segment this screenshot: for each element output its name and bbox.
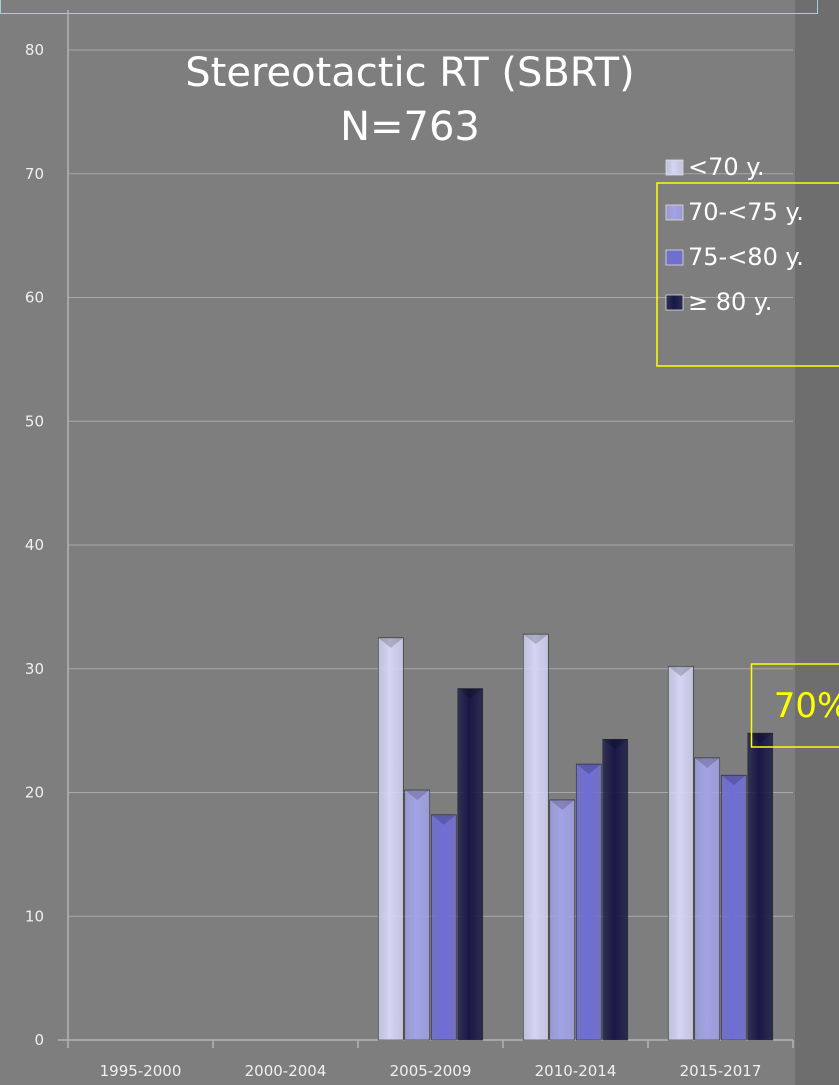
bar-bevel <box>549 799 575 810</box>
bar <box>575 763 602 1041</box>
bar <box>404 789 431 1041</box>
bar-bevel <box>431 814 457 825</box>
y-tick-label: 70 <box>25 165 44 183</box>
x-tick-label: 2000-2004 <box>245 1062 327 1080</box>
bar-bevel <box>721 775 747 786</box>
bar <box>602 738 629 1041</box>
axes: 0 10 20 30 40 50 60 70 80 1995-2000 2000-2004 2005-… <box>25 10 794 1080</box>
y-tick-label: 40 <box>25 536 44 554</box>
chart-title: Stereotactic RT (SBRT) N=763 <box>90 46 730 154</box>
x-tick-label: 1995-2000 <box>100 1062 182 1080</box>
bar <box>377 637 404 1041</box>
bars <box>377 633 774 1041</box>
legend-highlight-box <box>656 182 839 367</box>
bar-bevel <box>378 637 404 648</box>
top-border-frame <box>0 0 818 14</box>
legend-swatch <box>665 159 684 176</box>
bar-bevel <box>668 666 694 677</box>
bar <box>720 774 747 1041</box>
y-tick-label: 80 <box>25 41 44 59</box>
legend-swatch <box>665 294 684 311</box>
x-tick-label: 2010-2014 <box>535 1062 617 1080</box>
annotations: 70% <box>750 663 839 748</box>
y-tick-label: 60 <box>25 289 44 307</box>
legend-label: 70-<75 y. <box>688 198 804 226</box>
bar <box>667 665 694 1041</box>
bar-bevel <box>747 733 773 744</box>
bar-bevel <box>694 757 720 768</box>
bar-bevel <box>523 634 549 645</box>
y-tick-label: 50 <box>25 412 44 430</box>
legend-label: <70 y. <box>688 153 765 181</box>
legend-label: ≥ 80 y. <box>688 288 772 316</box>
chart-title-line-1: Stereotactic RT (SBRT) <box>185 50 635 96</box>
bar-bevel <box>602 739 628 750</box>
bar <box>430 814 457 1041</box>
x-tick-label: 2005-2009 <box>390 1062 472 1080</box>
bar <box>457 688 484 1041</box>
bar-bevel <box>576 764 602 775</box>
chart-title-line-2: N=763 <box>340 104 480 150</box>
annotation-box <box>750 663 839 748</box>
y-tick-label: 20 <box>25 784 44 802</box>
y-tick-label: 10 <box>25 907 44 925</box>
bar <box>522 633 549 1041</box>
legend-label: 75-<80 y. <box>688 243 804 271</box>
bar-bevel <box>404 790 430 801</box>
bar-bevel <box>457 688 483 699</box>
y-tick-label: 0 <box>34 1031 44 1049</box>
annotation-label: 70% <box>774 686 839 726</box>
legend-swatch <box>665 249 684 266</box>
x-tick-label: 2015-2017 <box>680 1062 762 1080</box>
legend: <70 y. 70-<75 y. 75-<80 y. ≥ 80 y. <box>656 153 839 367</box>
bar <box>694 757 721 1041</box>
legend-swatch <box>665 204 684 221</box>
y-tick-label: 30 <box>25 660 44 678</box>
bar <box>747 732 774 1041</box>
bar <box>549 799 576 1041</box>
